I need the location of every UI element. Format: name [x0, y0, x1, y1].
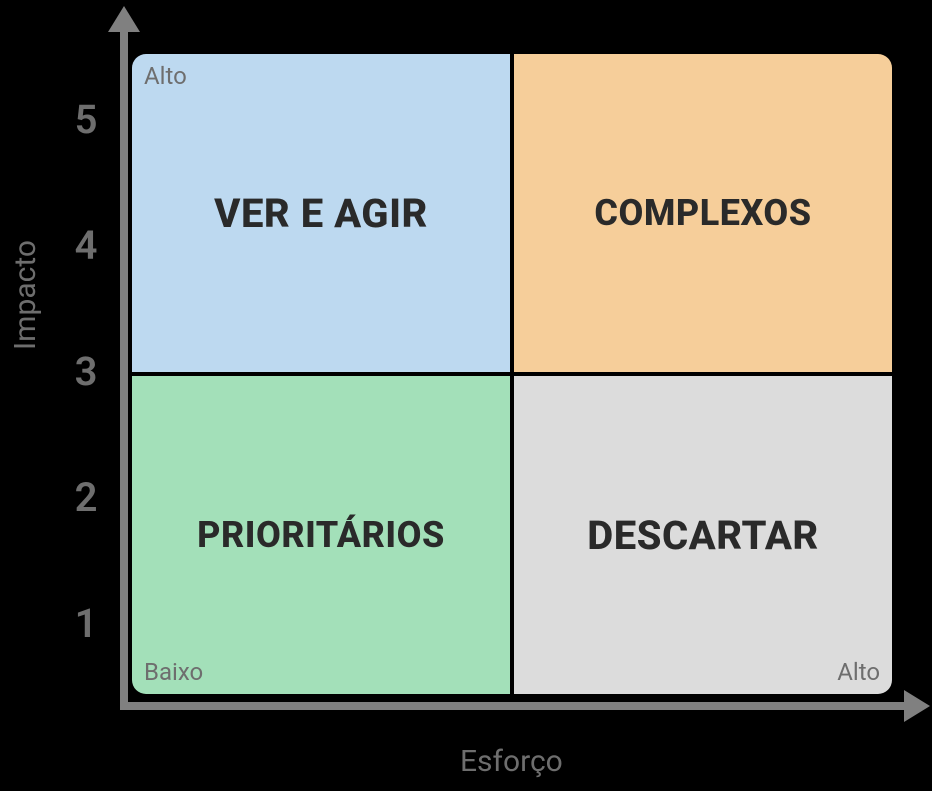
- corner-label-low: Baixo: [144, 658, 203, 686]
- y-tick-2: 2: [66, 474, 106, 521]
- quadrant-top-right: COMPLEXOS: [514, 54, 892, 372]
- quadrant-bottom-left: PRIORITÁRIOS Baixo: [132, 376, 510, 694]
- y-tick-3: 3: [66, 348, 106, 395]
- quadrant-grid: VER E AGIR Alto COMPLEXOS PRIORITÁRIOS B…: [132, 54, 892, 694]
- y-tick-5: 5: [66, 96, 106, 143]
- x-axis-line: [120, 702, 910, 710]
- quadrant-label-bottom-left: PRIORITÁRIOS: [197, 514, 445, 556]
- x-axis-label: Esforço: [460, 744, 563, 779]
- corner-label-high-y: Alto: [144, 62, 187, 90]
- quadrant-label-top-left: VER E AGIR: [214, 190, 428, 237]
- y-axis-label: Impacto: [8, 240, 43, 350]
- y-tick-4: 4: [66, 222, 106, 269]
- corner-label-high-x: Alto: [837, 658, 880, 686]
- quadrant-bottom-right: DESCARTAR Alto: [514, 376, 892, 694]
- arrow-up-icon: [108, 6, 140, 32]
- y-tick-1: 1: [66, 600, 106, 647]
- impact-effort-matrix: Impacto Esforço 1 2 3 4 5 VER E AGIR Alt…: [0, 0, 932, 791]
- y-axis-line: [120, 30, 128, 710]
- quadrant-top-left: VER E AGIR Alto: [132, 54, 510, 372]
- quadrant-label-bottom-right: DESCARTAR: [587, 512, 818, 559]
- arrow-right-icon: [904, 690, 930, 722]
- quadrant-label-top-right: COMPLEXOS: [594, 192, 811, 234]
